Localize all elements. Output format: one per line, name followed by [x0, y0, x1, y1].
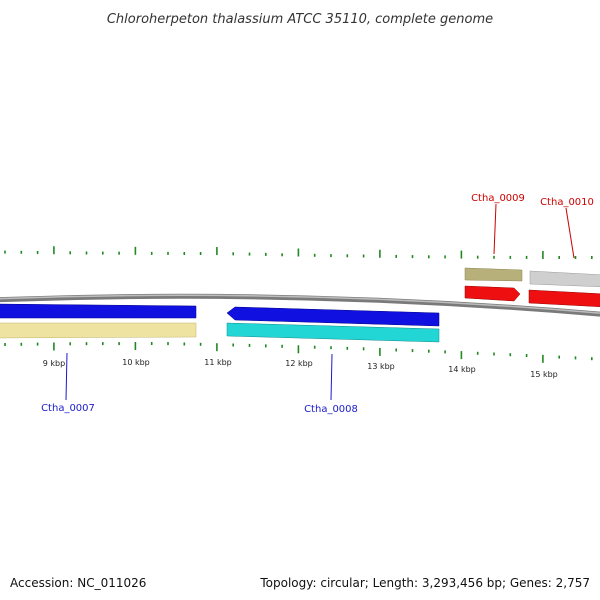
kbp-label-9: 9 kbp	[43, 359, 65, 368]
label-connector-ctha-0008	[330, 353, 333, 401]
map-title: Chloroherpeton thalassium ATCC 35110, co…	[107, 12, 493, 27]
kbp-label-10: 10 kbp	[122, 358, 150, 367]
label-connector-ctha-0010	[565, 207, 575, 259]
gene-label-ctha-0010[interactable]: Ctha_0010	[540, 197, 594, 208]
genome-summary-text: Topology: circular; Length: 3,293,456 bp…	[259, 576, 590, 590]
kbp-label-15: 15 kbp	[530, 370, 558, 379]
outer-tick-marks	[4, 246, 593, 259]
kbp-label-13: 13 kbp	[367, 362, 395, 371]
cds-feature-ctha-0007-yellow[interactable]	[0, 322, 197, 339]
genome-backbone	[0, 293, 600, 317]
accession-text: Accession: NC_011026	[10, 576, 146, 590]
genome-backbone-highlight	[0, 294, 600, 314]
gene-ctha-0007[interactable]	[0, 303, 197, 319]
cds-feature-ctha-0009-olive[interactable]	[464, 267, 523, 282]
label-connector-ctha-0007	[65, 352, 68, 401]
gene-ctha-0009[interactable]	[464, 285, 521, 302]
label-connector-ctha-0009	[493, 203, 497, 255]
gene-label-ctha-0009[interactable]: Ctha_0009	[471, 193, 525, 204]
cds-feature-ctha-0010-grey[interactable]	[529, 270, 600, 288]
gene-label-ctha-0008[interactable]: Ctha_0008	[304, 404, 358, 415]
gene-ctha-0008[interactable]	[226, 306, 440, 327]
cds-feature-ctha-0008-cyan[interactable]	[226, 322, 440, 343]
gene-label-ctha-0007[interactable]: Ctha_0007	[41, 403, 95, 414]
kbp-label-14: 14 kbp	[448, 365, 476, 374]
inner-tick-marks	[4, 342, 593, 363]
kbp-label-12: 12 kbp	[285, 359, 313, 368]
gene-ctha-0010[interactable]	[528, 289, 600, 307]
kbp-label-11: 11 kbp	[204, 358, 232, 367]
